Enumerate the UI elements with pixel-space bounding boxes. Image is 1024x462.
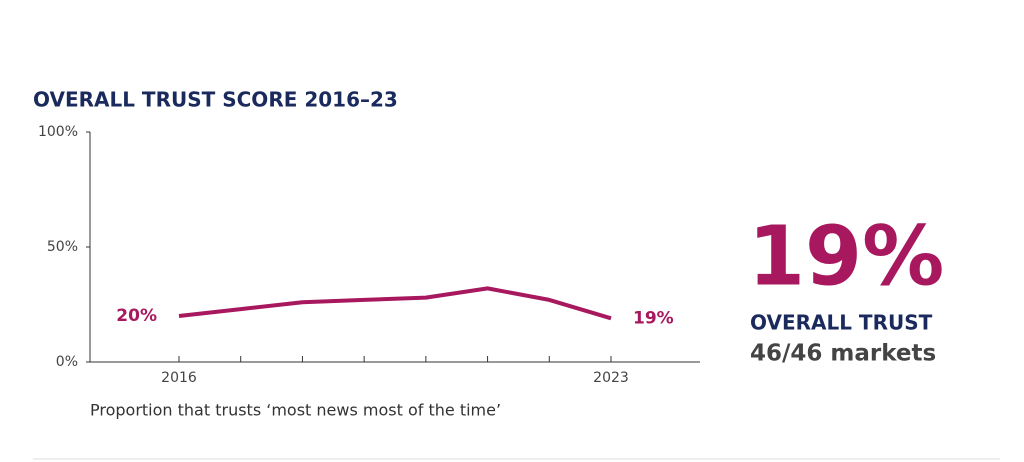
x-tick-label: 2016 — [161, 370, 197, 386]
series-line — [178, 286, 612, 321]
y-tick-label: 50% — [47, 239, 78, 255]
y-tick-label: 100% — [38, 124, 78, 140]
headline-value: 19% — [748, 209, 944, 304]
x-tick-label: 2023 — [593, 370, 629, 386]
value-label: 19% — [633, 308, 674, 328]
value-label: 20% — [116, 306, 157, 326]
caption: Proportion that trusts ‘most news most o… — [90, 401, 501, 420]
chart-title: OVERALL TRUST SCORE 2016–23 — [33, 88, 398, 112]
headline-detail: 46/46 markets — [750, 341, 936, 367]
y-tick-label: 0% — [56, 354, 78, 370]
headline-label: OVERALL TRUST — [750, 311, 933, 335]
